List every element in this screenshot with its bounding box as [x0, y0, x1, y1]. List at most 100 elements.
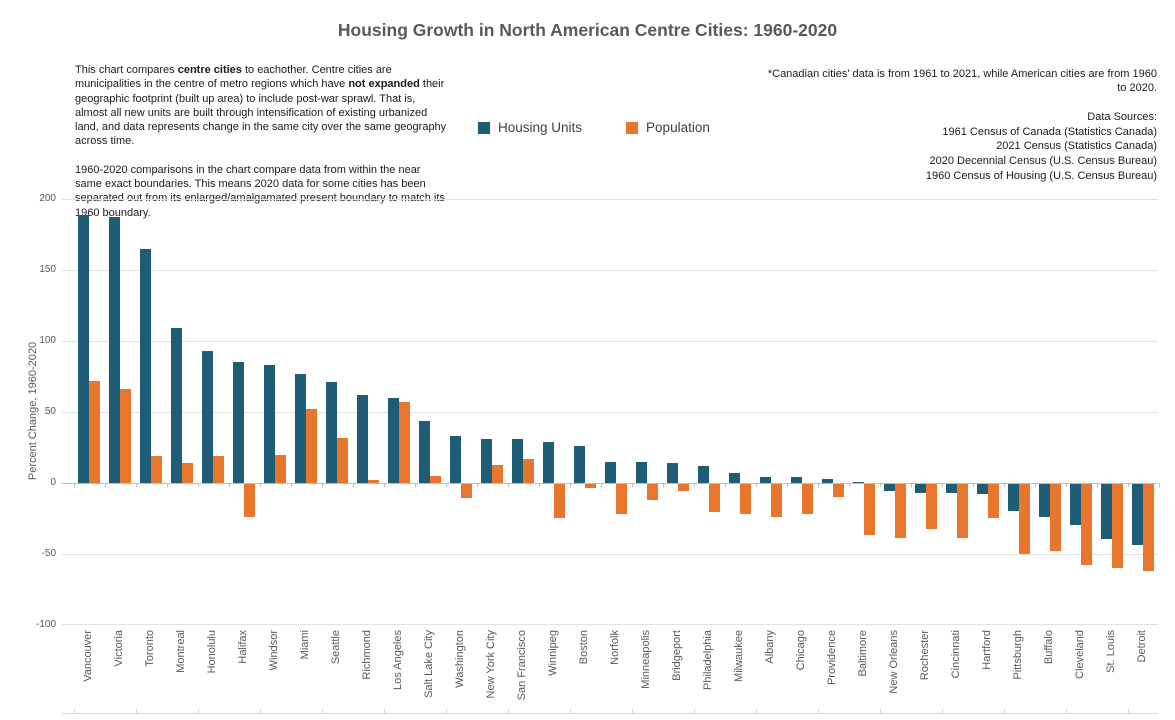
housing-units-bar-montreal	[171, 328, 182, 483]
x-axis-label-halifax: Halifax	[237, 630, 249, 664]
population-bar-new-york-city	[492, 464, 503, 483]
housing-units-bar-rochester	[915, 484, 926, 493]
plot-area	[62, 199, 1160, 625]
x-axis-label-los-angeles: Los Angeles	[392, 630, 404, 690]
description-bold-centre-cities: centre cities	[177, 64, 242, 76]
x-axis-label-cincinnati: Cincinnati	[950, 630, 962, 679]
data-source-item: 1961 Census of Canada (Statistics Canada…	[942, 125, 1157, 138]
housing-units-bar-pittsburgh	[1008, 484, 1019, 511]
housing-units-bar-winnipeg	[543, 441, 554, 483]
housing-units-bar-cincinnati	[946, 484, 957, 493]
bottom-axis-tick	[817, 709, 819, 713]
category-tick	[941, 483, 943, 487]
category-tick	[879, 483, 881, 487]
housing-units-bar-buffalo	[1039, 484, 1050, 517]
housing-units-bar-detroit	[1132, 484, 1143, 546]
x-axis-label-washington: Washington	[454, 630, 466, 688]
population-bar-salt-lake-city	[430, 475, 441, 483]
population-bar-montreal	[182, 463, 193, 483]
bottom-axis-tick	[1065, 709, 1067, 713]
bottom-axis-tick	[569, 709, 571, 713]
x-axis-label-honolulu: Honolulu	[206, 630, 218, 674]
population-bar-providence	[833, 484, 844, 497]
data-source-item: 2021 Census (Statistics Canada)	[996, 140, 1157, 153]
category-tick	[972, 483, 974, 487]
x-axis-label-albany: Albany	[764, 630, 776, 664]
x-axis-label-winnipeg: Winnipeg	[547, 630, 559, 676]
housing-units-bar-halifax	[233, 362, 244, 483]
housing-units-bar-miami	[295, 373, 306, 483]
bottom-axis-line	[62, 713, 1158, 714]
bottom-axis-tick	[259, 709, 261, 713]
gridline--50	[62, 554, 1158, 555]
y-tick-label-50: 50	[44, 406, 56, 417]
population-bar-honolulu	[213, 456, 224, 483]
x-axis-label-new-orleans: New Orleans	[888, 630, 900, 694]
housing-units-bar-hartford	[977, 484, 988, 494]
y-tick-label-0: 0	[50, 477, 56, 488]
bottom-axis-tick	[383, 709, 385, 713]
housing-units-bar-bridgeport	[667, 463, 678, 483]
category-tick	[1158, 483, 1160, 487]
population-bar-los-angeles	[399, 402, 410, 483]
gridline-150	[62, 270, 1158, 271]
housing-units-bar-seattle	[326, 382, 337, 483]
population-bar-cincinnati	[957, 484, 968, 538]
x-axis-label-buffalo: Buffalo	[1043, 630, 1055, 665]
population-bar-seattle	[337, 437, 348, 483]
x-axis-label-miami: Miami	[299, 630, 311, 660]
population-bar-minneapolis	[647, 484, 658, 500]
population-bar-washington	[461, 484, 472, 499]
x-axis-label-st-louis: St. Louis	[1105, 630, 1117, 673]
population-bar-windsor	[275, 454, 286, 483]
population-bar-san-francisco	[523, 458, 534, 483]
x-axis-label-providence: Providence	[826, 630, 838, 686]
population-bar-bridgeport	[678, 484, 689, 492]
category-tick	[600, 483, 602, 487]
housing-units-bar-norfolk	[605, 461, 616, 483]
category-tick	[1065, 483, 1067, 487]
category-tick	[104, 483, 106, 487]
bottom-axis-tick	[507, 709, 509, 713]
population-bar-new-orleans	[895, 484, 906, 538]
category-tick	[1127, 483, 1129, 487]
data-source-item: 2020 Decennial Census (U.S. Census Burea…	[929, 155, 1157, 168]
category-tick	[631, 483, 633, 487]
population-swatch-icon	[626, 121, 639, 134]
legend-label-population: Population	[646, 120, 710, 135]
chart-legend: Housing Units Population	[478, 120, 710, 135]
x-axis-label-norfolk: Norfolk	[609, 630, 621, 665]
category-tick	[73, 483, 75, 487]
housing-units-bar-new-york-city	[481, 438, 492, 483]
population-bar-richmond	[368, 480, 379, 483]
housing-units-bar-richmond	[357, 394, 368, 483]
housing-units-swatch-icon	[478, 121, 490, 134]
housing-units-bar-san-francisco	[512, 438, 523, 483]
category-tick	[1034, 483, 1036, 487]
population-bar-chicago	[802, 484, 813, 514]
category-tick	[321, 483, 323, 487]
housing-units-bar-windsor	[264, 365, 275, 483]
bottom-axis-tick	[135, 709, 137, 713]
housing-units-bar-st-louis	[1101, 484, 1112, 540]
x-axis-label-richmond: Richmond	[361, 630, 373, 680]
description-text: This chart compares	[75, 64, 178, 76]
y-tick-label-100: 100	[39, 335, 56, 346]
y-tick-label--100: -100	[35, 619, 56, 630]
x-axis-label-montreal: Montreal	[175, 630, 187, 673]
x-axis-label-philadelphia: Philadelphia	[702, 630, 714, 690]
gridline-100	[62, 341, 1158, 342]
category-tick	[135, 483, 137, 487]
category-tick	[569, 483, 571, 487]
legend-label-housing-units: Housing Units	[498, 120, 583, 135]
chart-description: This chart compares centre cities to eac…	[75, 63, 449, 234]
housing-units-bar-honolulu	[202, 350, 213, 483]
population-bar-halifax	[244, 484, 255, 517]
category-tick	[724, 483, 726, 487]
category-tick	[693, 483, 695, 487]
housing-units-bar-los-angeles	[388, 397, 399, 483]
bottom-axis-tick	[1127, 709, 1129, 713]
description-text: to eachother. Centre cities are municipa…	[75, 64, 392, 91]
population-bar-victoria	[120, 389, 131, 483]
category-tick	[755, 483, 757, 487]
